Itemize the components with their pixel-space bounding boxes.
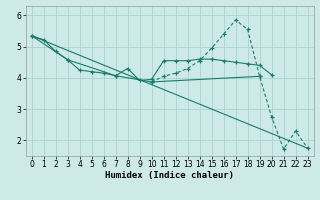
X-axis label: Humidex (Indice chaleur): Humidex (Indice chaleur) bbox=[105, 171, 234, 180]
